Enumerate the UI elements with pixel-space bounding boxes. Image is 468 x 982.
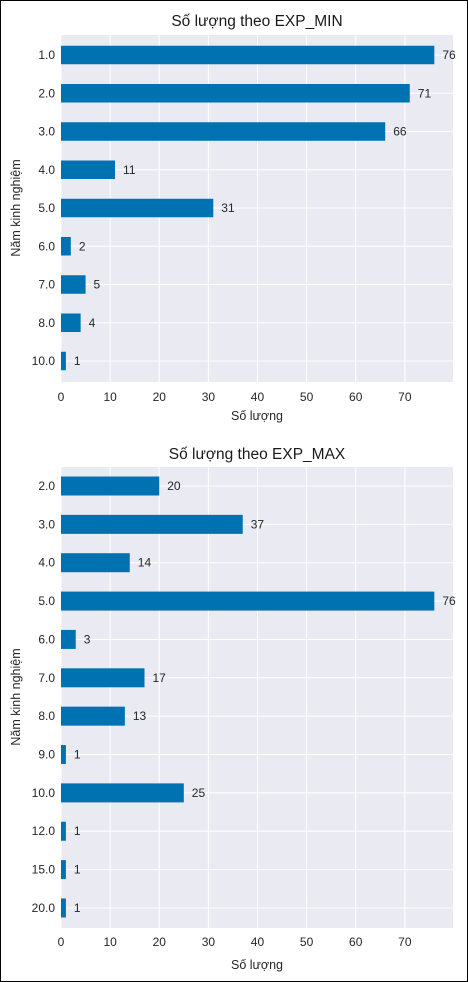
bar-7.0 (61, 668, 145, 688)
data-label: 76 (442, 48, 456, 62)
bar-6.0 (61, 629, 76, 649)
bar-10.0 (61, 783, 184, 803)
bar-20.0 (61, 898, 66, 918)
data-label: 66 (393, 125, 407, 139)
bar-10.0 (61, 351, 66, 371)
y-tick-label: 10.0 (32, 786, 56, 800)
bars-exp-max (61, 476, 435, 918)
data-labels-exp-min: 76 71 66 11 31 2 5 4 1 (74, 48, 456, 368)
data-label: 1 (74, 863, 81, 877)
x-tick-label: 30 (202, 935, 216, 949)
x-tick-label: 40 (251, 935, 265, 949)
bar-4.0 (61, 160, 116, 179)
y-axis-label-exp-min: Năm kinh nghiệm (9, 159, 23, 256)
x-axis-label-exp-min: Số lượng (231, 409, 283, 423)
chart-exp-max: 0 10 20 30 40 50 60 70 2.0 3.0 4.0 5.0 6.0 7.0 8.0 9.0… (9, 446, 456, 972)
x-tick-label: 0 (58, 935, 65, 949)
bar-8.0 (61, 313, 81, 332)
data-label: 1 (74, 748, 81, 762)
data-labels-exp-max: 20 37 14 76 3 17 13 1 25 1 1 1 (74, 479, 456, 915)
bars-exp-min (61, 45, 435, 371)
data-label: 71 (418, 86, 432, 100)
x-tick-label: 40 (251, 390, 265, 404)
x-tick-label: 20 (153, 935, 167, 949)
data-label: 13 (133, 709, 147, 723)
bar-1.0 (61, 45, 435, 65)
y-tick-label: 8.0 (38, 316, 55, 330)
bar-9.0 (61, 745, 66, 765)
y-tick-label: 6.0 (38, 632, 55, 646)
bar-5.0 (61, 198, 214, 218)
bar-5.0 (61, 591, 435, 611)
y-tick-label: 20.0 (32, 901, 56, 915)
data-label: 1 (74, 901, 81, 915)
y-tick-label: 8.0 (38, 709, 55, 723)
y-tick-label: 2.0 (38, 479, 55, 493)
y-tick-label: 4.0 (38, 163, 55, 177)
data-label: 4 (89, 316, 96, 330)
y-tick-label: 15.0 (32, 863, 56, 877)
bar-12.0 (61, 821, 66, 841)
chart-title-exp-min: Số lượng theo EXP_MIN (171, 13, 342, 30)
chart-title-exp-max: Số lượng theo EXP_MAX (169, 446, 346, 463)
data-label: 14 (138, 556, 152, 570)
data-label: 3 (84, 632, 91, 646)
y-tick-label: 7.0 (38, 671, 55, 685)
y-ticks-exp-min: 1.0 2.0 3.0 4.0 5.0 6.0 7.0 8.0 10.0 (32, 48, 56, 368)
x-ticks-exp-max: 0 10 20 30 40 50 60 70 (58, 935, 412, 949)
data-label: 37 (251, 517, 265, 531)
y-tick-label: 9.0 (38, 748, 55, 762)
bar-4.0 (61, 553, 130, 573)
bar-3.0 (61, 514, 243, 534)
y-tick-label: 5.0 (38, 201, 55, 215)
data-label: 31 (221, 201, 235, 215)
y-tick-label: 5.0 (38, 594, 55, 608)
y-tick-label: 12.0 (32, 824, 56, 838)
x-tick-label: 60 (349, 390, 363, 404)
x-tick-label: 20 (153, 390, 167, 404)
y-tick-label: 4.0 (38, 556, 55, 570)
data-label: 76 (442, 594, 456, 608)
y-tick-label: 3.0 (38, 125, 55, 139)
x-tick-label: 30 (202, 390, 216, 404)
data-label: 1 (74, 354, 81, 368)
x-tick-label: 10 (103, 935, 117, 949)
data-label: 2 (79, 239, 86, 253)
y-tick-label: 3.0 (38, 517, 55, 531)
x-axis-label-exp-max: Số lượng (231, 958, 283, 972)
x-ticks-exp-min: 0 10 20 30 40 50 60 70 (58, 390, 412, 404)
bar-8.0 (61, 706, 125, 726)
chart-exp-min: 0 10 20 30 40 50 60 70 1.0 2.0 3.0 4.0 5.0 6.0 7.0 8.0… (9, 13, 456, 423)
data-label: 5 (94, 278, 101, 292)
y-tick-label: 2.0 (38, 86, 55, 100)
y-ticks-exp-max: 2.0 3.0 4.0 5.0 6.0 7.0 8.0 9.0 10.0 12.0 15.0 20.0 (32, 479, 56, 915)
x-tick-label: 60 (349, 935, 363, 949)
x-tick-label: 50 (300, 390, 314, 404)
x-tick-label: 50 (300, 935, 314, 949)
bar-2.0 (61, 84, 410, 103)
bar-7.0 (61, 275, 86, 294)
x-tick-label: 70 (398, 390, 412, 404)
y-tick-label: 1.0 (38, 48, 55, 62)
bar-2.0 (61, 476, 160, 496)
bar-3.0 (61, 122, 386, 141)
x-tick-label: 70 (398, 935, 412, 949)
data-label: 1 (74, 824, 81, 838)
bar-15.0 (61, 860, 66, 880)
data-label: 20 (167, 479, 181, 493)
y-tick-label: 10.0 (32, 354, 56, 368)
y-tick-label: 7.0 (38, 278, 55, 292)
y-tick-label: 6.0 (38, 239, 55, 253)
data-label: 11 (123, 163, 136, 177)
x-tick-label: 0 (58, 390, 65, 404)
data-label: 17 (153, 671, 167, 685)
data-label: 25 (192, 786, 206, 800)
y-axis-label-exp-max: Năm kinh nghiệm (9, 648, 23, 745)
x-tick-label: 10 (103, 390, 117, 404)
bar-6.0 (61, 237, 71, 256)
